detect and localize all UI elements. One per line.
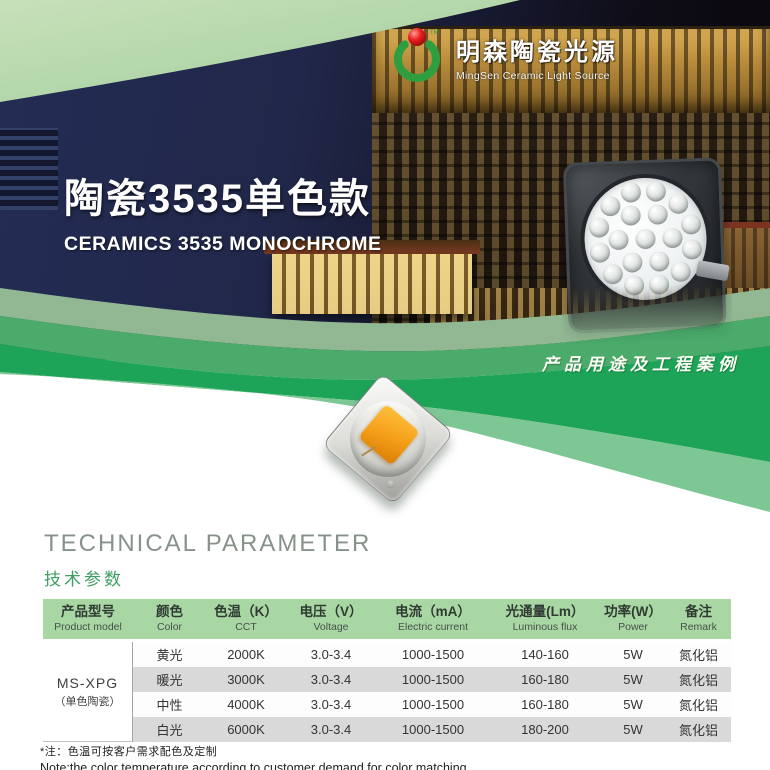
led-lens <box>670 261 692 283</box>
section-heading-en: TECHNICAL PARAMETER <box>44 530 372 557</box>
footnote-en: Note:the color temperature according to … <box>40 761 467 770</box>
product-title-en: CERAMICS 3535 MONOCHROME <box>64 233 382 255</box>
header-product-model: 产品型号 Product model <box>54 604 122 633</box>
floodlight-housing <box>562 157 727 334</box>
logo-trademark: TM <box>430 30 439 36</box>
spec-table: 产品型号 Product model 颜色 Color 色温（K） CCT 电压… <box>43 599 731 742</box>
led-lens <box>602 263 624 285</box>
logo-ring-icon <box>394 36 440 82</box>
brand-name-en: MingSen Ceramic Light Source <box>456 70 610 82</box>
footnotes: *注：色温可按客户需求配色及定制 Note:the color temperat… <box>40 743 467 770</box>
building-pavilion <box>264 240 480 318</box>
header-color: 颜色 Color <box>156 604 183 633</box>
table-row: 中性 <box>133 692 206 717</box>
led-lens <box>608 229 629 251</box>
building-left-silhouette <box>0 128 58 210</box>
chip-bond-wire <box>361 446 376 457</box>
chip-phosphor-die <box>358 403 421 466</box>
header-voltage: 电压（V） Voltage <box>299 604 363 633</box>
led-lens <box>681 239 703 260</box>
chip-silicone-dome <box>334 385 442 493</box>
wave-graphics <box>0 288 770 512</box>
table-row: 暖光 <box>133 667 206 692</box>
corner-swoosh <box>0 0 520 102</box>
header-remark: 备注 Remark <box>680 604 717 633</box>
led-lens <box>635 228 656 250</box>
header-current: 电流（mA） Electric current <box>395 604 471 633</box>
footnote-cn: *注：色温可按客户需求配色及定制 <box>40 746 218 758</box>
led-lens <box>662 227 683 249</box>
led-lens <box>645 181 667 202</box>
table-row: 黄光 <box>133 642 206 667</box>
led-lens <box>600 195 621 217</box>
floodlight-product-image <box>557 157 733 348</box>
header-power: 功率(W） Power <box>604 604 662 633</box>
led-lens <box>667 193 689 215</box>
product-title: 陶瓷3535单色款 CERAMICS 3535 MONOCHROME <box>64 166 382 256</box>
product-title-cn: 陶瓷3535单色款 <box>64 177 371 221</box>
pavilion-roof <box>264 240 480 254</box>
building-lit-crown <box>372 26 770 113</box>
section-heading-cn: 技术参数 <box>44 570 124 589</box>
logo-red-dot-icon <box>408 28 426 46</box>
led-chip-image <box>318 372 458 506</box>
model-cell: MS-XPG （单色陶瓷） <box>43 642 133 742</box>
section-heading: TECHNICAL PARAMETER 技术参数 <box>44 530 371 590</box>
led-lens <box>588 217 610 238</box>
led-lens <box>621 252 643 273</box>
header-cct: 色温（K） CCT <box>214 604 278 633</box>
led-lens <box>620 205 642 226</box>
banner-text: 产品用途及工程案例 <box>542 355 740 375</box>
pavilion-columns <box>272 254 472 314</box>
brand-name-cn: 明森陶瓷光源 <box>456 39 618 66</box>
table-row: 白光 <box>133 717 206 742</box>
led-lens <box>620 182 642 203</box>
led-lens <box>680 214 702 235</box>
header-flux: 光通量(Lm） Luminous flux <box>505 604 585 633</box>
spec-table-header: 产品型号 Product model 颜色 Color 色温（K） CCT 电压… <box>43 599 731 639</box>
led-lens <box>647 204 669 225</box>
floodlight-led-face <box>578 171 713 307</box>
brand-logo: TM 明森陶瓷光源 MingSen Ceramic Light Source <box>388 26 618 88</box>
chip-cathode-mark <box>384 478 397 490</box>
led-lens <box>589 242 611 263</box>
spec-table-body: MS-XPG （单色陶瓷） 黄光 2000K 3.0-3.4 1000-1500… <box>43 642 731 742</box>
chip-ceramic-package <box>321 372 455 506</box>
led-lens <box>648 251 670 272</box>
brand-logo-icon: TM <box>394 28 440 82</box>
led-lens <box>623 275 645 296</box>
led-lens <box>648 274 670 295</box>
